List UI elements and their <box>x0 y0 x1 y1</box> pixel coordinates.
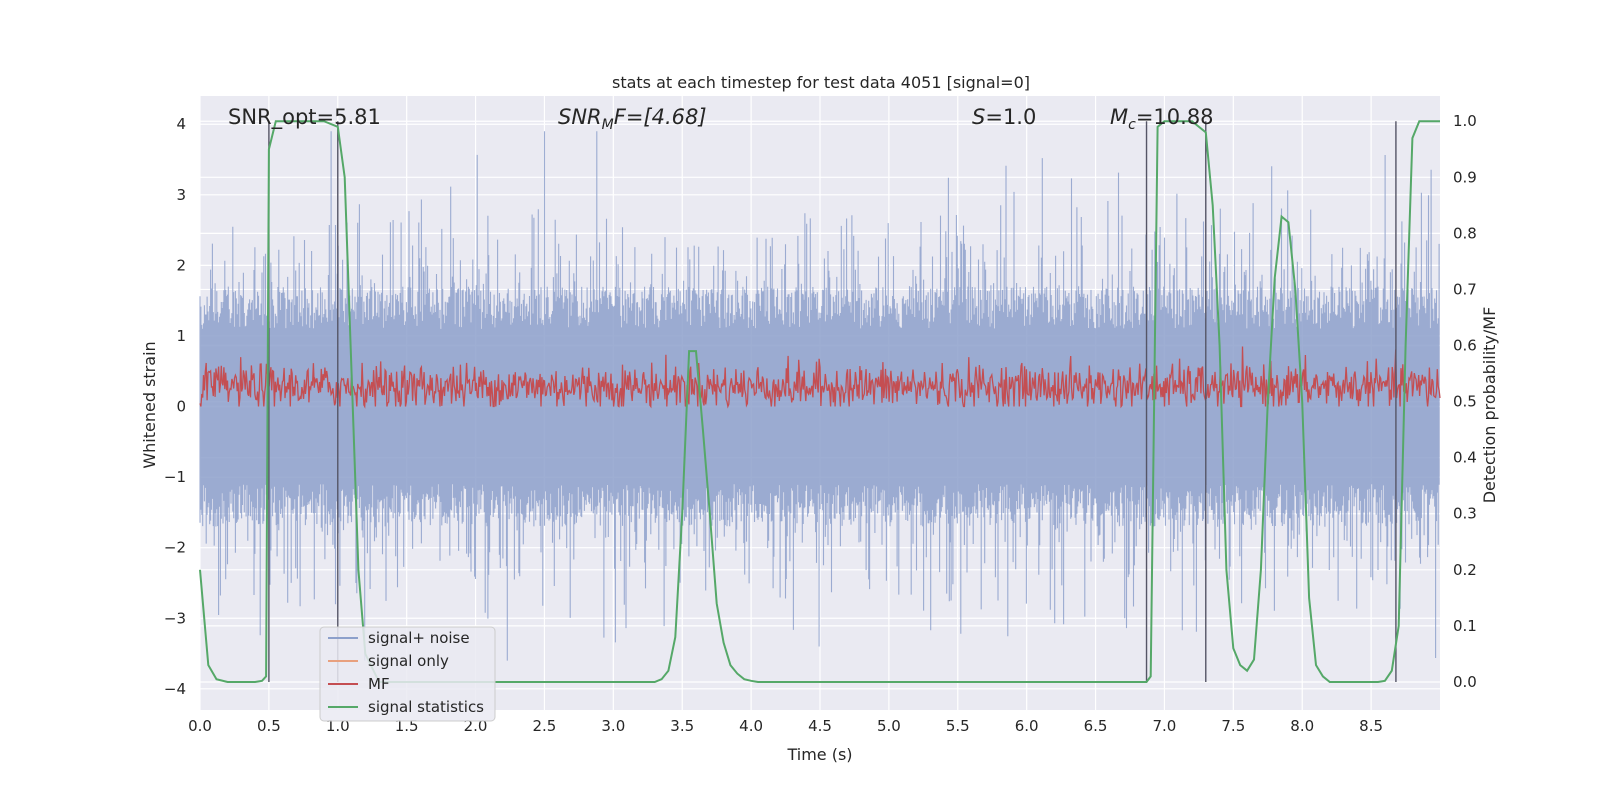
x-tick-label: 5.5 <box>946 717 970 735</box>
annotation-snr-opt: SNR_opt=5.81 <box>228 105 381 130</box>
x-tick-label: 6.5 <box>1084 717 1108 735</box>
legend-box <box>319 626 496 722</box>
x-tick-label: 6.0 <box>1015 717 1039 735</box>
x-tick-label: 8.0 <box>1290 717 1314 735</box>
annotation-snr-mf: SNRMF=[4.68] <box>558 105 707 133</box>
y2-tick-label: 0.1 <box>1453 617 1477 635</box>
x-tick-label: 3.5 <box>670 717 694 735</box>
signal-statistics-line <box>199 120 1440 683</box>
y2-tick-label: 0.7 <box>1453 280 1477 298</box>
chart-title: stats at each timestep for test data 405… <box>612 73 1030 92</box>
y2-tick-label: 0.6 <box>1453 337 1477 355</box>
x-tick-label: 0.0 <box>188 717 212 735</box>
y2-tick-label: 0.4 <box>1453 449 1477 467</box>
mf-series <box>199 346 1441 409</box>
y-axis-label: Whitened strain <box>140 341 159 468</box>
y-tick-labels: 4 3 2 1 0 −1 −2 −3 −4 <box>164 115 186 698</box>
y2-tick-label: 1.0 <box>1453 112 1477 130</box>
y2-tick-label: 0.9 <box>1453 168 1477 186</box>
x-tick-label: 2.5 <box>533 717 557 735</box>
x-tick-label: 0.5 <box>257 717 281 735</box>
x-tick-label: 7.5 <box>1221 717 1245 735</box>
legend: signal+ noise signal only MF signal stat… <box>319 626 496 722</box>
x-tick-label: 5.0 <box>877 717 901 735</box>
y-tick-label: 3 <box>176 186 186 204</box>
y-tick-label: 1 <box>176 327 186 345</box>
x-tick-label: 4.0 <box>739 717 763 735</box>
y-tick-label: −1 <box>164 468 186 486</box>
mf-trace <box>199 346 1441 409</box>
x-tick-label: 8.5 <box>1359 717 1383 735</box>
legend-label-signal-noise: signal+ noise <box>368 629 470 647</box>
legend-label-signal-only: signal only <box>368 652 449 670</box>
legend-label-mf: MF <box>368 675 390 693</box>
y2-tick-label: 0.5 <box>1453 393 1477 411</box>
annotation-mc: Mc=10.88 <box>1110 105 1214 133</box>
legend-label-signal-statistics: signal statistics <box>368 698 484 716</box>
y-tick-label: 0 <box>176 398 186 416</box>
x-tick-label: 3.0 <box>601 717 625 735</box>
x-axis-label: Time (s) <box>786 745 852 764</box>
y2-tick-label: 0.0 <box>1453 673 1477 691</box>
y2-tick-label: 0.2 <box>1453 561 1477 579</box>
x-tick-labels: 0.0 0.5 1.0 1.5 2.0 2.5 3.0 3.5 4.0 4.5 5.0 5.5 6.0 6… <box>188 717 1383 735</box>
annotation-s: S=1.0 <box>972 105 1036 129</box>
y2-tick-labels: 1.0 0.9 0.8 0.7 0.6 0.5 0.4 0.3 0.2 0.1 0.0 <box>1453 112 1477 691</box>
y-tick-label: 2 <box>176 256 186 274</box>
y-tick-label: 4 <box>176 115 186 133</box>
x-tick-label: 7.0 <box>1153 717 1177 735</box>
y2-tick-label: 0.3 <box>1453 505 1477 523</box>
y-tick-label: −2 <box>164 539 186 557</box>
y2-tick-label: 0.8 <box>1453 224 1477 242</box>
y-tick-label: −3 <box>164 609 186 627</box>
y2-axis-label: Detection probability/MF <box>1480 307 1499 504</box>
y-tick-label: −4 <box>164 680 186 698</box>
x-tick-label: 4.5 <box>808 717 832 735</box>
